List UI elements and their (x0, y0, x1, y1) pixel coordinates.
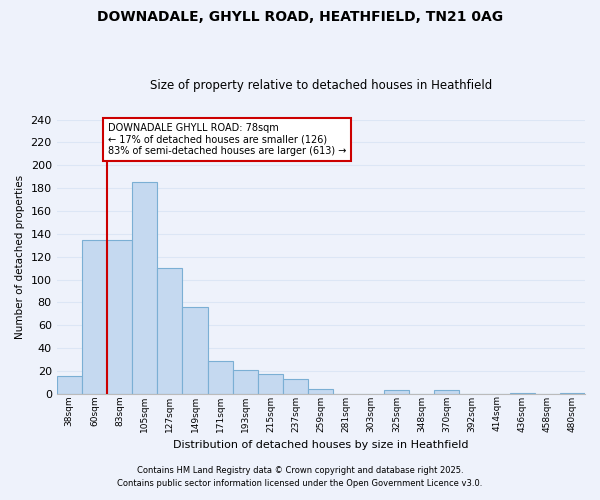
Title: Size of property relative to detached houses in Heathfield: Size of property relative to detached ho… (150, 79, 492, 92)
Bar (182, 307, 208, 394)
Bar (258, 374, 283, 394)
Text: DOWNADALE, GHYLL ROAD, HEATHFIELD, TN21 0AG: DOWNADALE, GHYLL ROAD, HEATHFIELD, TN21 … (97, 10, 503, 24)
Bar (233, 370, 258, 394)
Bar (308, 390, 334, 394)
Bar (283, 379, 308, 394)
Y-axis label: Number of detached properties: Number of detached properties (15, 174, 25, 339)
Bar (82, 240, 107, 394)
Text: DOWNADALE GHYLL ROAD: 78sqm
← 17% of detached houses are smaller (126)
83% of se: DOWNADALE GHYLL ROAD: 78sqm ← 17% of det… (108, 123, 347, 156)
Bar (434, 390, 459, 394)
Bar (509, 393, 535, 394)
Bar (208, 361, 233, 394)
X-axis label: Distribution of detached houses by size in Heathfield: Distribution of detached houses by size … (173, 440, 469, 450)
Bar (560, 393, 585, 394)
Text: Contains HM Land Registry data © Crown copyright and database right 2025.
Contai: Contains HM Land Registry data © Crown c… (118, 466, 482, 487)
Bar (132, 182, 157, 394)
Bar (384, 390, 409, 394)
Bar (56, 376, 82, 394)
Bar (107, 240, 132, 394)
Bar (157, 268, 182, 394)
